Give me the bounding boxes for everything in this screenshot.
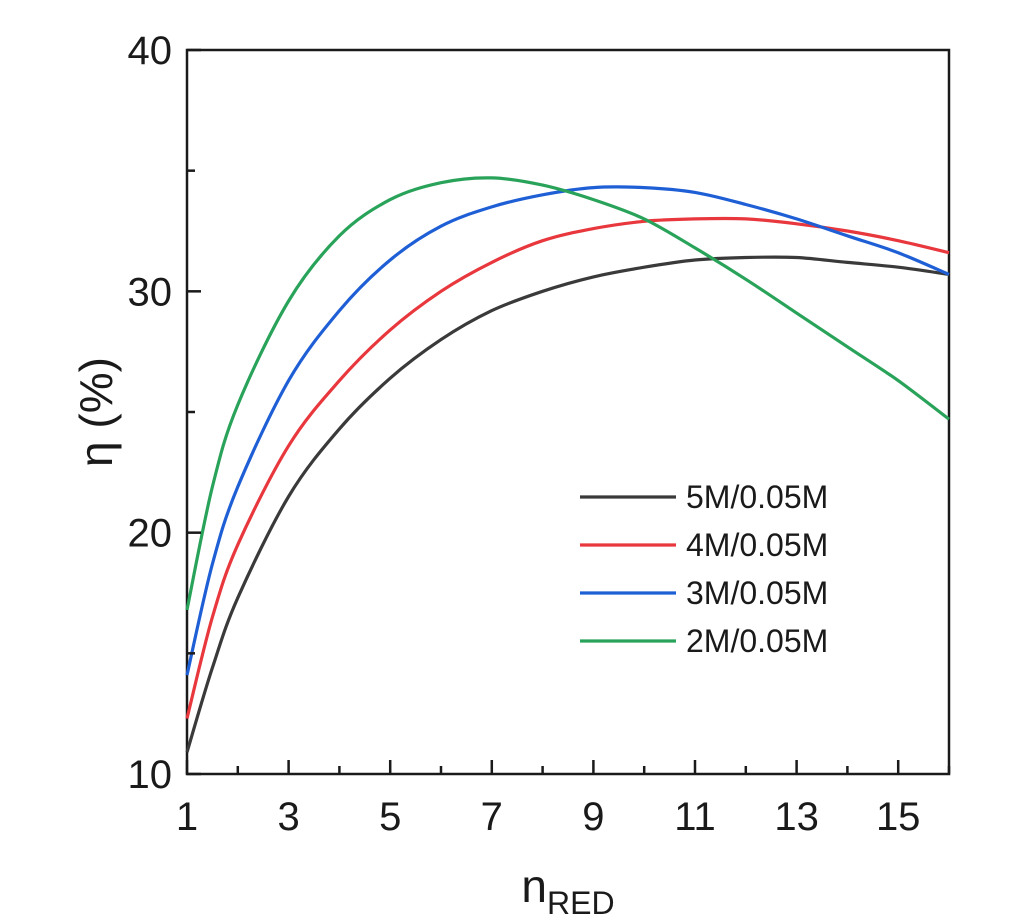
legend-label: 3M/0.05M	[686, 575, 828, 611]
legend-label: 4M/0.05M	[686, 527, 828, 563]
legend-label: 2M/0.05M	[686, 623, 828, 659]
series-line-3	[185, 185, 950, 676]
series-line-1	[185, 255, 950, 753]
y-tick-label: 40	[128, 29, 173, 73]
x-tick-label: 13	[774, 795, 819, 839]
x-axis-title-subscript: RED	[547, 885, 615, 921]
x-tick-label: 5	[379, 795, 401, 839]
x-axis-title: nRED	[521, 860, 614, 921]
y-axis-title: η (%)	[70, 357, 122, 467]
x-tick-label: 1	[176, 795, 198, 839]
series-layer	[185, 176, 950, 753]
y-tick-label: 30	[128, 270, 173, 314]
x-tick-label: 15	[876, 795, 921, 839]
y-tick-label: 10	[128, 753, 173, 797]
x-tick-label: 11	[674, 795, 716, 839]
series-line-4	[185, 176, 950, 611]
x-axis-ticks: 1 3 5 7 9 11 13 15	[176, 760, 951, 839]
x-tick-label: 3	[277, 795, 299, 839]
y-axis-ticks: 10 20 30 40	[128, 29, 201, 797]
x-axis-title-main: n	[521, 860, 547, 912]
series-line-2	[185, 216, 950, 719]
x-tick-label: 9	[582, 795, 604, 839]
legend: 5M/0.05M 4M/0.05M 3M/0.05M 2M/0.05M	[580, 479, 828, 659]
y-tick-label: 20	[128, 512, 173, 556]
x-tick-label: 7	[481, 795, 503, 839]
legend-label: 5M/0.05M	[686, 479, 828, 515]
plot-frame	[185, 48, 951, 776]
